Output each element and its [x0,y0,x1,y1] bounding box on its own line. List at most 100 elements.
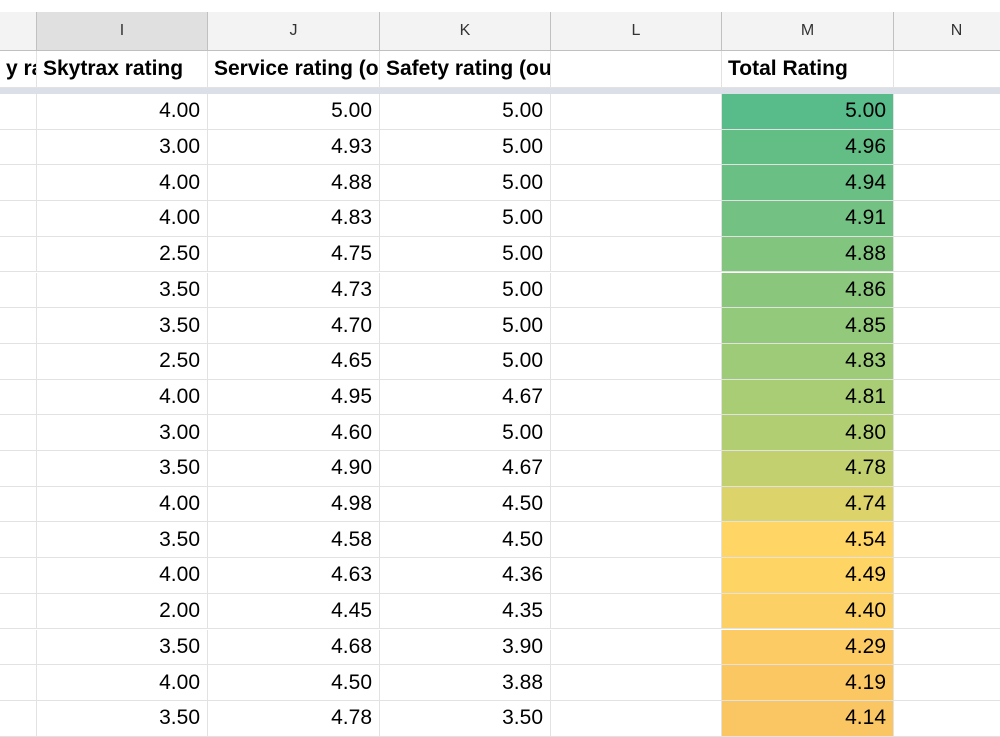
value-cell[interactable]: 4.35 [380,593,551,630]
value-cell[interactable]: 4.83 [722,343,894,380]
empty-cell[interactable] [0,558,37,594]
empty-cell[interactable] [0,94,37,130]
value-cell[interactable]: 4.19 [722,665,894,701]
value-cell[interactable]: 4.70 [208,308,380,344]
value-cell[interactable]: 4.83 [208,201,380,237]
value-cell[interactable]: 4.78 [722,451,894,487]
value-cell[interactable]: 5.00 [380,272,551,309]
empty-cell[interactable] [0,308,37,344]
empty-cell[interactable] [894,665,1000,701]
value-cell[interactable]: 4.88 [722,236,894,273]
value-cell[interactable]: 3.50 [37,700,208,737]
empty-cell[interactable] [0,201,37,237]
value-cell[interactable]: 4.78 [208,700,380,737]
value-cell[interactable]: 2.00 [37,593,208,630]
value-cell[interactable]: 4.00 [37,94,208,130]
empty-cell[interactable] [551,308,722,344]
value-cell[interactable]: 4.90 [208,451,380,487]
value-cell[interactable]: 5.00 [380,415,551,451]
value-cell[interactable]: 4.81 [722,379,894,416]
value-cell[interactable]: 4.60 [208,415,380,451]
header-cell[interactable]: y ra [0,51,37,88]
value-cell[interactable]: 5.00 [380,236,551,273]
empty-cell[interactable] [894,451,1000,487]
value-cell[interactable]: 4.00 [37,486,208,523]
value-cell[interactable]: 4.00 [37,201,208,237]
empty-cell[interactable] [551,379,722,416]
value-cell[interactable]: 5.00 [380,343,551,380]
empty-cell[interactable] [0,522,37,559]
value-cell[interactable]: 5.00 [722,94,894,130]
value-cell[interactable]: 4.14 [722,700,894,737]
value-cell[interactable]: 4.63 [208,558,380,594]
value-cell[interactable]: 4.36 [380,558,551,594]
column-header[interactable]: K [380,12,551,51]
empty-cell[interactable] [894,94,1000,130]
empty-cell[interactable] [551,343,722,380]
column-header[interactable]: L [551,12,722,51]
value-cell[interactable]: 5.00 [380,308,551,344]
empty-cell[interactable] [551,415,722,451]
empty-cell[interactable] [551,236,722,273]
value-cell[interactable]: 4.00 [37,665,208,701]
empty-cell[interactable] [0,665,37,701]
value-cell[interactable]: 4.73 [208,272,380,309]
value-cell[interactable]: 4.74 [722,486,894,523]
value-cell[interactable]: 3.50 [37,451,208,487]
value-cell[interactable]: 4.86 [722,272,894,309]
value-cell[interactable]: 4.00 [37,558,208,594]
empty-cell[interactable] [894,380,1000,416]
value-cell[interactable]: 4.58 [208,522,380,559]
empty-cell[interactable] [894,201,1000,237]
header-cell[interactable]: Total Rating [722,51,894,88]
empty-cell[interactable] [894,558,1000,594]
value-cell[interactable]: 4.65 [208,343,380,380]
value-cell[interactable]: 4.88 [208,165,380,202]
value-cell[interactable]: 4.93 [208,129,380,166]
value-cell[interactable]: 3.50 [37,629,208,666]
empty-cell[interactable] [894,308,1000,344]
empty-cell[interactable] [551,629,722,666]
empty-cell[interactable] [894,594,1000,630]
empty-cell[interactable] [0,700,37,737]
value-cell[interactable]: 5.00 [380,129,551,166]
empty-cell[interactable] [0,451,37,487]
empty-cell[interactable] [551,593,722,630]
value-cell[interactable]: 4.29 [722,629,894,666]
empty-cell[interactable] [894,130,1000,166]
empty-cell[interactable] [551,165,722,202]
column-header[interactable]: N [894,12,1000,51]
empty-cell[interactable] [0,272,37,309]
value-cell[interactable]: 3.50 [37,308,208,344]
empty-cell[interactable] [894,487,1000,523]
value-cell[interactable]: 3.90 [380,629,551,666]
empty-cell[interactable] [551,700,722,737]
value-cell[interactable]: 3.00 [37,129,208,166]
empty-cell[interactable] [551,486,722,523]
value-cell[interactable]: 4.50 [208,665,380,701]
header-cell[interactable]: Safety rating (out of 5) [380,51,551,88]
empty-cell[interactable] [894,630,1000,666]
value-cell[interactable]: 5.00 [208,94,380,130]
empty-cell[interactable] [0,629,37,666]
empty-cell[interactable] [551,558,722,594]
value-cell[interactable]: 4.98 [208,486,380,523]
empty-cell[interactable] [0,129,37,166]
empty-cell[interactable] [551,451,722,487]
value-cell[interactable]: 4.95 [208,379,380,416]
value-cell[interactable]: 4.50 [380,486,551,523]
value-cell[interactable]: 5.00 [380,201,551,237]
value-cell[interactable]: 4.67 [380,451,551,487]
value-cell[interactable]: 4.67 [380,379,551,416]
value-cell[interactable]: 4.00 [37,165,208,202]
column-header[interactable]: J [208,12,380,51]
value-cell[interactable]: 4.94 [722,165,894,202]
header-cell[interactable]: Service rating (o [208,51,380,88]
value-cell[interactable]: 3.50 [37,522,208,559]
value-cell[interactable]: 4.68 [208,629,380,666]
empty-cell[interactable] [894,522,1000,559]
value-cell[interactable]: 5.00 [380,165,551,202]
empty-cell[interactable] [551,665,722,701]
value-cell[interactable]: 4.80 [722,415,894,451]
value-cell[interactable]: 4.45 [208,593,380,630]
